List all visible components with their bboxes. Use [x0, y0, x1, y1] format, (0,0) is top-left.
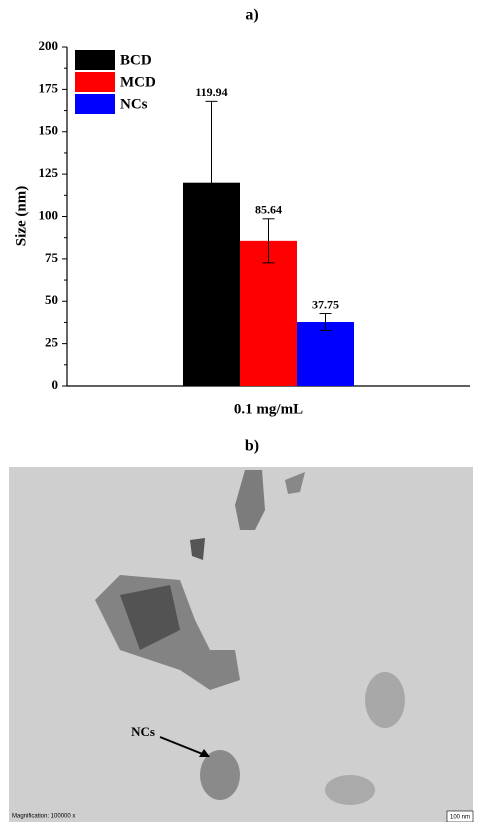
y-tick-label: 0	[52, 377, 59, 392]
bar	[297, 322, 354, 386]
annotation: NCs	[131, 724, 155, 739]
error-bar	[319, 313, 332, 331]
particle	[325, 775, 375, 805]
y-tick-label: 75	[45, 250, 59, 265]
legend-label: NCs	[120, 96, 148, 112]
tem-image: NCs Magnification: 100000 x 100 nm	[9, 467, 474, 822]
y-tick-label: 25	[45, 335, 59, 350]
error-bar	[262, 218, 275, 264]
particle	[365, 672, 405, 728]
particle	[200, 750, 240, 800]
bar	[240, 240, 297, 386]
arrow-head	[199, 749, 210, 757]
y-tick-label: 175	[39, 80, 59, 95]
legend-swatch	[75, 94, 115, 114]
particle	[120, 585, 180, 650]
legend-swatch	[75, 50, 115, 70]
y-tick-label: 200	[39, 38, 59, 53]
legend-swatch	[75, 72, 115, 92]
particle	[235, 470, 265, 530]
particle	[190, 538, 205, 560]
y-tick-label: 125	[39, 165, 59, 180]
y-tick-label: 150	[39, 123, 59, 138]
value-label: 85.64	[255, 203, 282, 217]
scale-bar: 100 nm	[450, 815, 470, 821]
plot-area	[183, 100, 354, 386]
legend-label: BCD	[120, 52, 152, 68]
image-title: b)	[245, 438, 259, 455]
arrow-line	[159, 736, 206, 756]
legend-label: MCD	[120, 74, 156, 90]
y-axis-label: Size (nm)	[13, 186, 29, 246]
error-bar	[205, 100, 218, 265]
scale-bar-box	[446, 810, 474, 822]
y-tick-label: 100	[39, 207, 59, 222]
value-label: 119.94	[195, 85, 227, 99]
particle	[285, 472, 305, 494]
value-label: 37.75	[312, 297, 339, 311]
magnification: Magnification: 100000 x	[12, 814, 75, 820]
x-tick-label: 0.1 mg/mL	[234, 401, 303, 417]
chart-title: a)	[245, 7, 258, 24]
y-tick-label: 50	[45, 292, 58, 307]
